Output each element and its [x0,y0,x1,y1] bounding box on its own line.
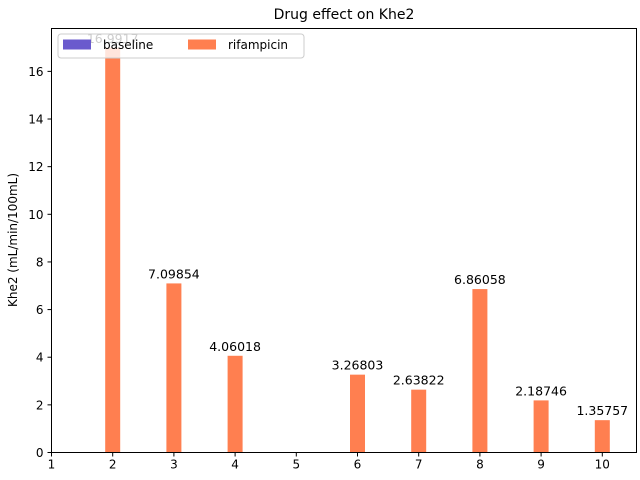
y-tick-label: 8 [36,255,44,269]
bar-label-rifampicin-3: 7.09854 [148,266,200,281]
legend-box [57,33,305,59]
legend-label-rifampicin: rifampicin [228,38,288,52]
bar-rifampicin-7 [411,389,427,453]
legend-swatch-rifampicin [188,39,216,50]
bar-rifampicin-10 [594,420,610,453]
legend: baseline rifampicin [57,33,305,59]
x-tick-label: 9 [537,458,545,472]
legend-swatch-baseline [63,39,91,50]
y-tick-label: 0 [36,446,44,460]
bar-rifampicin-3 [166,283,182,453]
x-tick-label: 6 [354,458,362,472]
y-tick-label: 4 [36,351,44,365]
y-tick-label: 10 [28,208,43,222]
x-tick-label: 1 [48,458,56,472]
x-tick-label: 8 [476,458,484,472]
x-tick-label: 2 [109,458,117,472]
x-tick-label: 3 [170,458,178,472]
x-tick-label: 10 [595,458,610,472]
y-tick-label: 16 [28,65,43,79]
bar-label-rifampicin-8: 6.86058 [454,272,506,287]
bar-label-rifampicin-10: 1.35757 [576,403,628,418]
bar-label-rifampicin-9: 2.18746 [515,383,567,398]
y-tick-label: 2 [36,398,44,412]
y-axis-label: Khe2 (mL/min/100mL) [6,173,20,307]
y-tick-label: 14 [28,113,43,127]
bar-rifampicin-6 [350,374,365,453]
legend-label-baseline: baseline [103,38,153,52]
bar-rifampicin-2 [105,47,121,453]
bar-rifampicin-8 [472,289,488,453]
y-tick-label: 6 [36,303,44,317]
y-tick-label: 12 [28,160,43,174]
plot-area-frame [51,28,637,453]
chart-title: Drug effect on Khe2 [274,7,415,23]
bar-rifampicin-4 [227,355,243,453]
bar-label-rifampicin-7: 2.63822 [393,373,445,388]
bar-label-rifampicin-6: 3.26803 [332,358,384,373]
x-tick-label: 7 [415,458,423,472]
bar-rifampicin-9 [533,400,549,453]
x-tick-label: 5 [292,458,300,472]
x-tick-label: 4 [231,458,239,472]
bar-label-rifampicin-4: 4.06018 [209,339,261,354]
